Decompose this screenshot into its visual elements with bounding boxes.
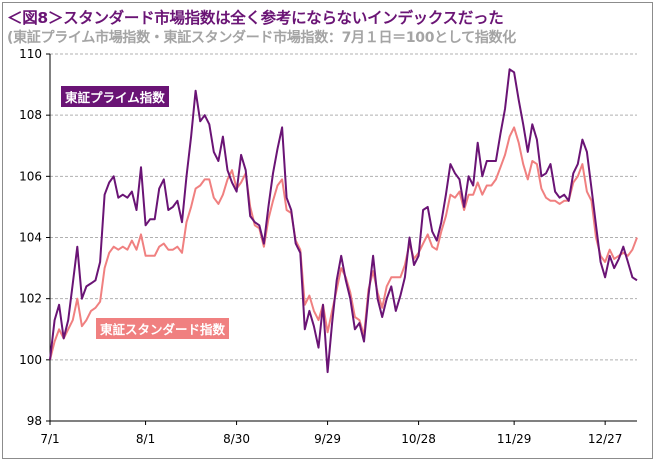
- x-tick-label: 11/29: [497, 432, 532, 446]
- y-tick-label: 98: [27, 414, 42, 428]
- gridlines: [50, 53, 637, 361]
- y-tick-label: 110: [19, 47, 42, 61]
- legend-standard: 東証スタンダード指数: [96, 318, 230, 339]
- x-tick-label: 12/27: [588, 432, 623, 446]
- legend-prime: 東証プライム指数: [61, 86, 169, 107]
- chart-subtitle: (東証プライム市場指数・東証スタンダード市場指数：7月１日＝100として指数化: [7, 30, 516, 46]
- series-lines: [49, 68, 638, 374]
- x-axis-ticks: 7/1 8/1 8/30 9/29 10/28 11/29 12/27: [40, 432, 622, 446]
- y-tick-label: 104: [19, 231, 42, 245]
- x-tick-label: 7/1: [40, 432, 59, 446]
- y-tick-label: 108: [19, 108, 42, 122]
- x-tick-label: 8/30: [223, 432, 250, 446]
- chart-title: ＜図8＞スタンダード市場指数は全く参考にならないインデックスだった: [7, 9, 504, 27]
- series-line-prime: [49, 68, 638, 374]
- x-tick-label: 10/28: [401, 432, 436, 446]
- y-axis-ticks: 98 100 102 104 106 108 110: [19, 47, 42, 428]
- x-tick-label: 9/29: [314, 432, 341, 446]
- x-tick-label: 8/1: [136, 432, 155, 446]
- y-tick-label: 102: [19, 292, 42, 306]
- chart-frame: [2, 2, 653, 459]
- y-tick-label: 100: [19, 353, 42, 367]
- y-tick-label: 106: [19, 169, 42, 183]
- axes: [46, 53, 637, 425]
